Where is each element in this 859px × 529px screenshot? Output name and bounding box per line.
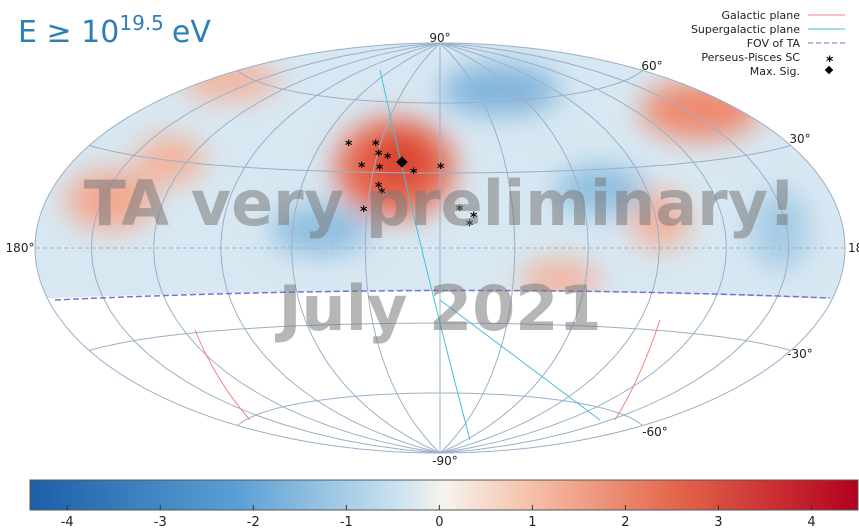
colorbar-tick-label: -4 (61, 515, 74, 529)
ra-label: 180° (6, 241, 35, 255)
svg-text:*: * (384, 151, 392, 167)
colorbar-tick-label: 1 (528, 515, 536, 529)
dec-label: 90° (429, 31, 450, 45)
colorbar (30, 480, 858, 510)
legend-label: Max. Sig. (750, 65, 800, 78)
legend-label: FOV of TA (747, 37, 801, 50)
colorbar-tick-label: 4 (807, 515, 815, 529)
dec-label: 30° (789, 132, 810, 146)
dec-label: -60° (642, 425, 668, 439)
colorbar-tick-label: -2 (247, 515, 260, 529)
colorbar-tick-label: 3 (714, 515, 722, 529)
dec-label: -90° (432, 454, 458, 468)
colorbar-tick-label: -1 (340, 515, 353, 529)
title: E ≥ 1019.5 eV (18, 11, 211, 50)
page: **** **** **** *** TA very preliminary! … (0, 0, 859, 529)
sky-map-figure: **** **** **** *** TA very preliminary! … (0, 0, 859, 529)
watermark: TA very preliminary! (84, 167, 797, 240)
legend: Galactic plane Supergalactic plane FOV o… (691, 9, 845, 78)
colorbar-tick-label: 2 (621, 515, 629, 529)
colorbar-tick-label: 0 (435, 515, 443, 529)
svg-text:*: * (345, 138, 353, 154)
title-exponent: 19.5 (119, 11, 164, 35)
colorbar-tick-label: -3 (154, 515, 167, 529)
ra-label: 18 (848, 241, 859, 255)
watermark: July 2021 (274, 272, 601, 345)
dec-label: 60° (641, 59, 662, 73)
legend-label: Galactic plane (721, 9, 800, 22)
title-base: E ≥ 10 (18, 15, 119, 50)
legend-label: Perseus-Pisces SC (701, 51, 800, 64)
title-unit: eV (172, 15, 211, 50)
dec-label: -30° (787, 347, 813, 361)
legend-label: Supergalactic plane (691, 23, 800, 36)
